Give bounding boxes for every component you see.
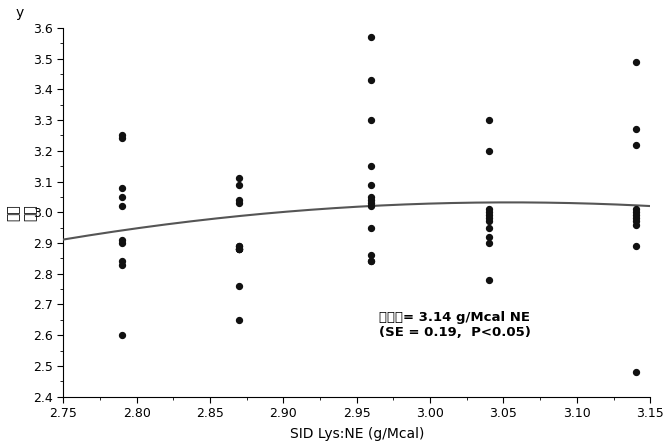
- Point: [234, 242, 245, 250]
- Point: [234, 246, 245, 253]
- Point: [366, 163, 377, 170]
- Point: [630, 221, 641, 228]
- Point: [117, 261, 127, 268]
- Point: [630, 58, 641, 65]
- Point: [234, 246, 245, 253]
- Point: [117, 239, 127, 246]
- Point: [484, 209, 495, 216]
- Point: [117, 184, 127, 191]
- Point: [484, 218, 495, 225]
- Point: [484, 147, 495, 155]
- Point: [366, 34, 377, 41]
- Point: [366, 258, 377, 265]
- Point: [484, 276, 495, 284]
- Point: [630, 215, 641, 222]
- Point: [234, 196, 245, 203]
- Point: [630, 242, 641, 250]
- Point: [234, 246, 245, 253]
- Point: [630, 126, 641, 133]
- Point: [366, 202, 377, 210]
- Point: [630, 209, 641, 216]
- Point: [234, 175, 245, 182]
- Point: [366, 194, 377, 201]
- Point: [366, 252, 377, 259]
- Point: [630, 369, 641, 376]
- Point: [484, 239, 495, 246]
- Point: [366, 196, 377, 203]
- Point: [234, 199, 245, 207]
- Point: [366, 181, 377, 188]
- Point: [366, 224, 377, 231]
- Point: [484, 116, 495, 124]
- Point: [117, 135, 127, 142]
- Point: [117, 132, 127, 139]
- Point: [234, 246, 245, 253]
- Point: [234, 181, 245, 188]
- Point: [484, 215, 495, 222]
- Point: [366, 258, 377, 265]
- Point: [630, 141, 641, 148]
- Y-axis label: 사료
구율: 사료 구율: [7, 204, 37, 221]
- Point: [484, 206, 495, 213]
- Text: y: y: [15, 6, 23, 21]
- Point: [630, 218, 641, 225]
- Point: [484, 224, 495, 231]
- Point: [484, 233, 495, 241]
- Point: [366, 77, 377, 84]
- Point: [630, 206, 641, 213]
- Point: [117, 258, 127, 265]
- Point: [234, 242, 245, 250]
- X-axis label: SID Lys:NE (g/Mcal): SID Lys:NE (g/Mcal): [290, 427, 424, 441]
- Point: [117, 202, 127, 210]
- Point: [234, 282, 245, 289]
- Point: [366, 116, 377, 124]
- Text: 요구량= 3.14 g/Mcal NE
(SE = 0.19,  P<0.05): 요구량= 3.14 g/Mcal NE (SE = 0.19, P<0.05): [379, 310, 531, 339]
- Point: [117, 194, 127, 201]
- Point: [630, 212, 641, 219]
- Point: [117, 237, 127, 244]
- Point: [117, 332, 127, 339]
- Point: [234, 316, 245, 323]
- Point: [366, 199, 377, 207]
- Point: [484, 212, 495, 219]
